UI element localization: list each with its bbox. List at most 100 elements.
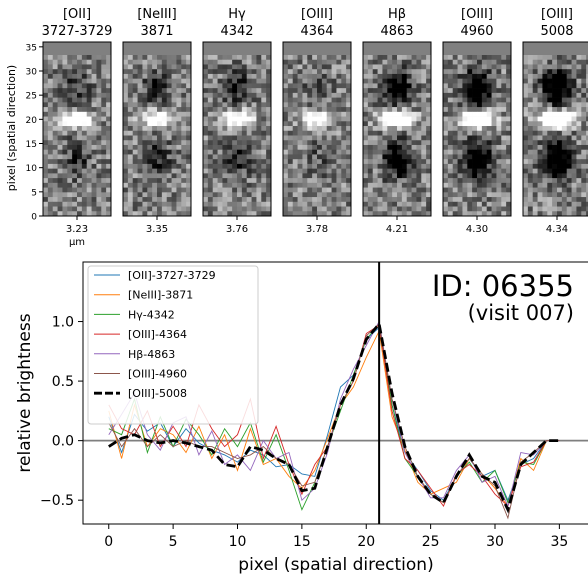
- panel-pixel: [397, 135, 403, 141]
- panel-pixel: [43, 149, 49, 155]
- panel-pixel: [47, 92, 54, 98]
- panel-pixel: [496, 154, 502, 160]
- panel-pixel: [232, 92, 238, 98]
- panel-pixel: [186, 88, 192, 94]
- panel-pixel: [166, 178, 172, 184]
- panel-pixel: [467, 163, 473, 169]
- panel-pixel: [181, 102, 187, 108]
- panel-pixel: [501, 88, 507, 94]
- panel-pixel: [251, 73, 257, 79]
- panel-pixel: [421, 92, 427, 98]
- panel-pixel: [467, 178, 473, 184]
- panel-pixel: [557, 154, 563, 160]
- panel-pixel: [341, 107, 347, 113]
- panel-pixel: [557, 69, 563, 75]
- panel-pixel: [552, 64, 558, 70]
- panel-pixel: [387, 159, 393, 165]
- panel-pixel: [452, 88, 458, 94]
- panel-pixel: [203, 116, 209, 122]
- panel-pixel: [161, 64, 168, 70]
- panel-pixel: [132, 163, 138, 169]
- panel-pixel: [232, 201, 238, 207]
- panel-y-tick-label: 20: [26, 116, 38, 126]
- panel-pixel: [62, 211, 68, 217]
- panel-pixel: [91, 126, 97, 132]
- panel-pixel: [421, 59, 427, 65]
- panel-pixel: [171, 144, 177, 151]
- panel-pixel: [496, 187, 502, 193]
- panel-pixel: [96, 69, 102, 75]
- panel-pixel: [462, 135, 468, 141]
- panel-pixel: [256, 107, 262, 113]
- panel-pixel: [207, 55, 214, 61]
- panel-pixel: [481, 154, 488, 160]
- x-tick-label: 15: [293, 534, 311, 550]
- panel-pixel: [241, 97, 248, 103]
- panel-pixel: [496, 55, 502, 61]
- panel-pixel: [367, 111, 374, 117]
- panel-pixel: [377, 206, 383, 212]
- panel-pixel: [547, 92, 553, 98]
- panel-pixel: [246, 88, 252, 94]
- panel-pixel: [251, 111, 257, 117]
- panel-pixel: [86, 135, 92, 141]
- panel-pixel: [367, 206, 374, 212]
- panel-pixel: [302, 55, 308, 61]
- panel-pixel: [581, 97, 587, 103]
- panel-pixel: [106, 206, 112, 212]
- panel-pixel: [387, 83, 393, 89]
- panel-pixel: [147, 192, 153, 198]
- panel-pixel: [416, 187, 422, 193]
- panel-pixel: [101, 73, 107, 79]
- panel-pixel: [581, 111, 587, 117]
- panel-pixel: [302, 126, 308, 132]
- panel-pixel: [62, 130, 68, 136]
- panel-pixel: [472, 55, 478, 61]
- panel-pixel: [462, 178, 468, 184]
- panel-pixel: [397, 116, 403, 122]
- panel-pixel: [67, 168, 73, 174]
- panel-pixel: [52, 102, 58, 108]
- panel-pixel: [542, 102, 548, 108]
- panel-pixel: [557, 130, 563, 136]
- panel-pixel: [222, 144, 228, 151]
- panel-pixel: [246, 154, 252, 160]
- panel-pixel: [416, 59, 422, 65]
- panel-pixel: [312, 201, 318, 207]
- panel-pixel: [363, 178, 369, 184]
- panel-pixel: [486, 130, 492, 136]
- panel-pixel: [132, 182, 138, 188]
- panel-pixel: [67, 211, 73, 217]
- panel-pixel: [452, 149, 458, 155]
- panel-pixel: [57, 144, 63, 151]
- panel-pixel: [171, 116, 177, 122]
- panel-pixel: [491, 135, 497, 141]
- panel-pixel: [67, 92, 73, 98]
- panel-pixel: [86, 154, 92, 160]
- panel-pixel: [317, 178, 323, 184]
- panel-pixel: [132, 107, 138, 113]
- panel-pixel: [576, 144, 582, 151]
- panel-pixel: [341, 197, 347, 203]
- panel-pixel: [416, 192, 422, 198]
- panel-pixel: [181, 182, 187, 188]
- panel-pixel: [552, 178, 558, 184]
- panel-pixel: [137, 88, 143, 94]
- panel-pixel: [411, 201, 417, 207]
- panel-pixel: [537, 154, 543, 160]
- panel-pixel: [506, 135, 512, 141]
- panel-pixel: [571, 182, 577, 188]
- panel-pixel: [496, 192, 502, 198]
- panel-pixel: [542, 197, 548, 203]
- panel-pixel: [317, 116, 323, 122]
- panel-pixel: [256, 130, 262, 136]
- panel-pixel: [166, 78, 172, 84]
- panel-pixel: [72, 173, 78, 179]
- panel-pixel: [496, 130, 502, 136]
- panel-pixel: [207, 102, 214, 108]
- panel-pixel: [186, 144, 192, 151]
- panel-pixel: [406, 182, 412, 188]
- panel-pixel: [523, 102, 529, 108]
- panel-pixel: [47, 140, 54, 146]
